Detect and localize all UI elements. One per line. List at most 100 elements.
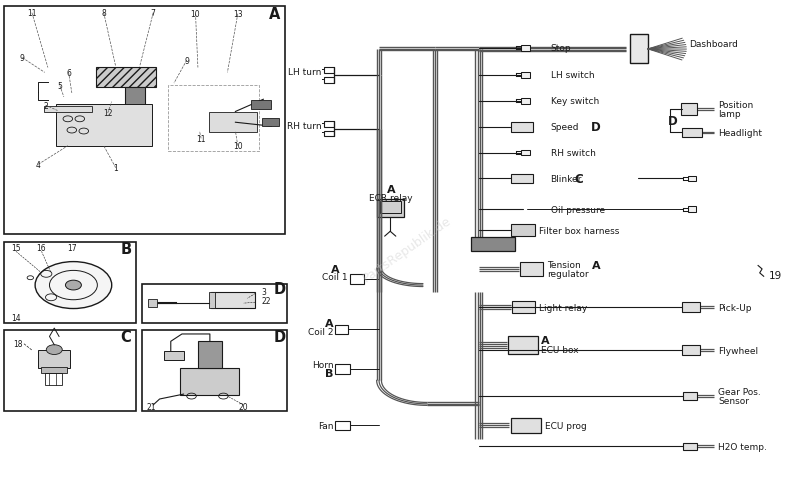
Text: Speed: Speed — [551, 123, 579, 132]
Circle shape — [35, 262, 112, 309]
Text: Dashboard: Dashboard — [689, 41, 737, 49]
Text: 14: 14 — [11, 314, 21, 323]
Bar — [324, 68, 334, 74]
Text: regulator: regulator — [547, 270, 588, 279]
Bar — [262, 119, 279, 127]
Text: Coil 2: Coil 2 — [308, 327, 334, 336]
Text: A: A — [325, 319, 334, 328]
Text: 4: 4 — [36, 161, 41, 169]
Bar — [142, 284, 287, 323]
Bar — [683, 392, 697, 400]
Bar — [521, 150, 530, 156]
Bar — [520, 263, 543, 276]
Bar — [164, 351, 184, 360]
Bar — [521, 46, 530, 52]
Bar — [4, 7, 285, 234]
Text: 11: 11 — [27, 9, 37, 18]
Text: LH switch: LH switch — [551, 71, 595, 80]
Text: Horn: Horn — [312, 360, 334, 369]
Text: Fan: Fan — [318, 421, 334, 430]
Circle shape — [65, 281, 81, 290]
Text: 8: 8 — [101, 9, 106, 18]
Bar — [148, 300, 157, 307]
Bar — [209, 293, 215, 308]
Bar — [508, 337, 538, 354]
Text: 6: 6 — [66, 69, 71, 78]
Bar — [324, 78, 334, 83]
Text: Position: Position — [718, 101, 753, 109]
Text: 9: 9 — [20, 54, 25, 63]
Bar — [511, 122, 533, 132]
Bar — [521, 99, 530, 104]
Bar — [125, 88, 145, 120]
Bar — [4, 243, 136, 323]
Text: ECR relay: ECR relay — [369, 193, 413, 202]
Text: Filter box harness: Filter box harness — [539, 226, 619, 235]
Bar — [56, 105, 152, 146]
Bar — [682, 128, 702, 138]
Text: 13: 13 — [233, 10, 243, 19]
Text: D: D — [273, 282, 286, 296]
Bar — [38, 350, 70, 368]
Bar — [683, 443, 697, 450]
Text: ECU prog: ECU prog — [545, 421, 587, 430]
Bar — [682, 303, 700, 312]
Text: A: A — [387, 184, 395, 194]
Text: LH turn: LH turn — [288, 68, 322, 77]
Text: 12: 12 — [103, 109, 113, 118]
Bar — [380, 202, 401, 214]
Bar — [324, 131, 334, 137]
Text: Coil 1: Coil 1 — [322, 273, 348, 282]
Bar — [512, 301, 535, 314]
Text: C: C — [120, 329, 132, 344]
Text: 5: 5 — [57, 82, 62, 91]
Text: 17: 17 — [67, 244, 77, 252]
Bar — [168, 85, 259, 151]
Text: D: D — [591, 121, 600, 134]
Text: RH turn: RH turn — [287, 122, 322, 131]
Bar — [335, 421, 350, 430]
Text: 3: 3 — [262, 287, 267, 296]
Text: D: D — [668, 115, 678, 127]
Bar — [211, 293, 255, 308]
Bar — [198, 342, 222, 368]
Text: 2: 2 — [43, 102, 48, 110]
Bar — [630, 35, 648, 63]
Text: 11: 11 — [196, 135, 206, 143]
Text: Sensor: Sensor — [718, 396, 749, 405]
Text: 10: 10 — [191, 10, 200, 19]
Bar — [335, 325, 348, 334]
Text: 9: 9 — [184, 57, 189, 65]
Text: 20: 20 — [239, 403, 248, 411]
Text: Pick-Up: Pick-Up — [718, 303, 752, 312]
Text: Blinker: Blinker — [551, 175, 582, 183]
Text: H2O temp.: H2O temp. — [718, 442, 767, 451]
Text: RH switch: RH switch — [551, 149, 595, 158]
Text: PartsRepublik.de: PartsRepublik.de — [361, 214, 453, 284]
Text: B: B — [326, 368, 334, 378]
Bar — [142, 330, 287, 411]
Bar — [96, 68, 156, 88]
Bar — [335, 365, 350, 374]
Text: 1: 1 — [113, 164, 118, 173]
Bar — [681, 103, 697, 116]
Bar — [682, 346, 700, 355]
Text: C: C — [575, 173, 583, 185]
Bar — [511, 225, 535, 237]
Bar — [511, 418, 541, 433]
Circle shape — [46, 345, 62, 355]
Text: 18: 18 — [14, 340, 23, 348]
Text: Flywheel: Flywheel — [718, 346, 758, 355]
Bar — [180, 368, 239, 395]
Bar — [209, 113, 257, 133]
Bar — [350, 274, 364, 284]
Text: Oil pressure: Oil pressure — [551, 205, 605, 214]
Text: Light relay: Light relay — [539, 303, 587, 312]
Bar — [521, 73, 530, 79]
Bar — [688, 176, 697, 182]
Text: Key switch: Key switch — [551, 97, 598, 106]
Text: Gear Pos.: Gear Pos. — [718, 387, 761, 396]
Bar — [688, 207, 697, 213]
Text: A: A — [331, 264, 339, 274]
Text: B: B — [120, 242, 132, 256]
